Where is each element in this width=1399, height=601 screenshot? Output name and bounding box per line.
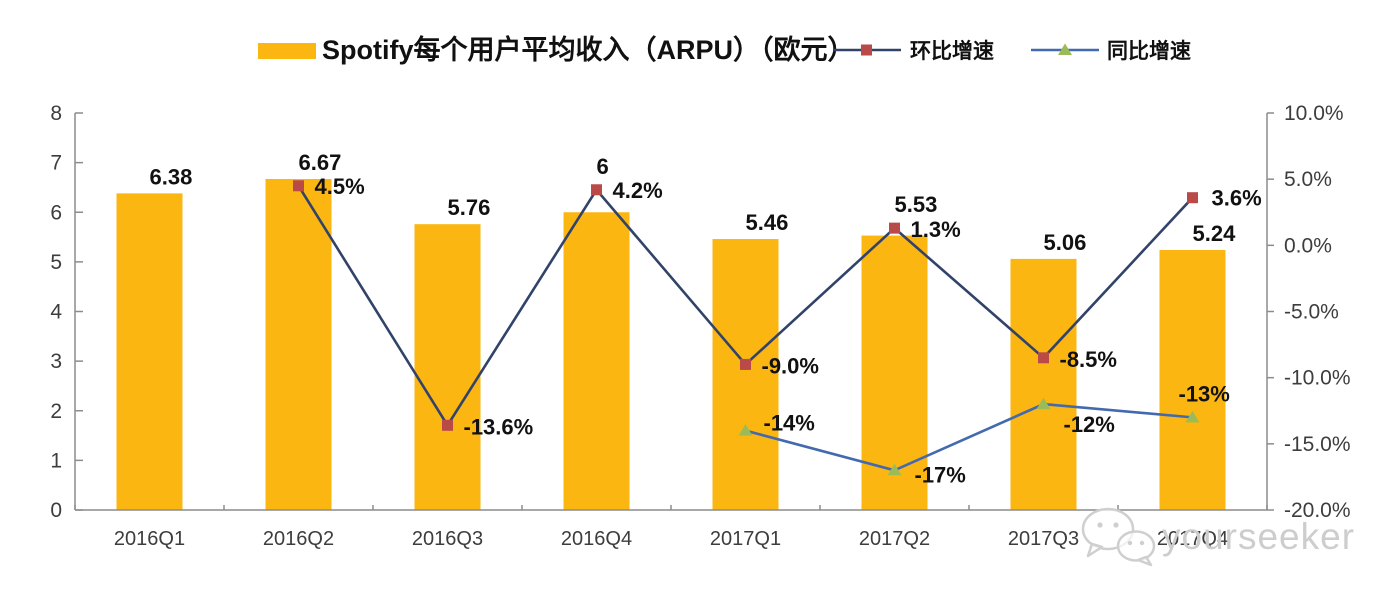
x-axis-label: 2016Q3 bbox=[412, 528, 483, 550]
left-axis-tick-label: 7 bbox=[50, 152, 62, 175]
legend-label-arpu: Spotify每个用户平均收入（ARPU）（欧元） bbox=[322, 34, 855, 65]
qoq-value-label: -9.0% bbox=[762, 353, 819, 378]
qoq-marker bbox=[591, 184, 602, 196]
qoq-value-label: 3.6% bbox=[1212, 186, 1262, 211]
arpu-bar bbox=[116, 193, 183, 510]
arpu-bar bbox=[1159, 249, 1226, 510]
qoq-marker bbox=[740, 358, 751, 370]
yoy-value-label: -12% bbox=[1064, 412, 1115, 437]
bar-value-label: 5.06 bbox=[1044, 230, 1087, 255]
legend-yoy-marker bbox=[1058, 43, 1072, 55]
x-axis-label: 2017Q3 bbox=[1008, 528, 1079, 550]
yoy-marker bbox=[1185, 410, 1200, 423]
yoy-marker bbox=[738, 424, 753, 436]
qoq-marker bbox=[293, 180, 304, 192]
right-axis-tick-label: 5.0% bbox=[1284, 168, 1332, 191]
legend-label-qoq: 环比增速 bbox=[910, 39, 994, 63]
right-axis-tick-label: -20.0% bbox=[1284, 499, 1351, 522]
arpu-bar bbox=[712, 239, 779, 511]
bar-value-label: 5.53 bbox=[895, 192, 938, 217]
arpu-bar bbox=[265, 179, 332, 510]
bar-value-label: 5.24 bbox=[1193, 221, 1237, 246]
x-axis-label: 2016Q1 bbox=[114, 528, 185, 550]
qoq-marker bbox=[1038, 352, 1049, 364]
x-axis-label: 2016Q4 bbox=[561, 528, 632, 550]
left-axis-tick-label: 2 bbox=[50, 400, 62, 423]
yoy-value-label: -14% bbox=[764, 411, 815, 436]
right-axis-tick-label: 10.0% bbox=[1284, 102, 1344, 125]
yoy-value-label: -17% bbox=[915, 462, 966, 487]
left-axis-tick-label: 1 bbox=[50, 449, 62, 472]
left-axis-tick-label: 4 bbox=[50, 301, 62, 324]
yoy-value-label: -13% bbox=[1179, 381, 1230, 406]
yoy-marker bbox=[887, 463, 902, 476]
right-axis-tick-label: 0.0% bbox=[1284, 234, 1332, 257]
bar-value-label: 5.76 bbox=[448, 195, 491, 220]
qoq-marker bbox=[442, 419, 453, 431]
left-axis-tick-label: 0 bbox=[50, 499, 62, 522]
bar-value-label: 6.67 bbox=[299, 150, 342, 175]
x-axis-label: 2017Q2 bbox=[859, 528, 930, 550]
bar-value-label: 5.46 bbox=[746, 210, 789, 235]
bar-value-label: 6.38 bbox=[150, 164, 193, 189]
yoy-line bbox=[745, 402, 1193, 472]
qoq-value-label: 4.5% bbox=[315, 174, 365, 199]
x-axis-label: 2017Q1 bbox=[710, 528, 781, 550]
x-axis-label: 2017Q4 bbox=[1157, 528, 1228, 550]
bar-value-label: 6 bbox=[597, 154, 609, 179]
arpu-bar bbox=[414, 224, 481, 510]
legend-label-yoy: 同比增速 bbox=[1107, 39, 1191, 63]
qoq-marker bbox=[889, 222, 900, 234]
right-axis-tick-label: -15.0% bbox=[1284, 433, 1351, 456]
qoq-value-label: 4.2% bbox=[613, 178, 663, 203]
legend-qoq-marker bbox=[861, 44, 872, 56]
left-axis-tick-label: 5 bbox=[50, 251, 62, 274]
left-axis-tick-label: 3 bbox=[50, 350, 62, 373]
right-axis-tick-label: -5.0% bbox=[1284, 301, 1339, 324]
qoq-marker bbox=[1187, 192, 1198, 204]
qoq-value-label: -13.6% bbox=[464, 414, 534, 439]
right-axis-tick-label: -10.0% bbox=[1284, 367, 1351, 390]
qoq-value-label: -8.5% bbox=[1060, 347, 1117, 372]
legend-bar-swatch bbox=[258, 43, 316, 59]
yoy-marker bbox=[1036, 397, 1051, 410]
x-axis-label: 2016Q2 bbox=[263, 528, 334, 550]
qoq-value-label: 1.3% bbox=[911, 217, 961, 242]
left-axis-tick-label: 6 bbox=[50, 201, 62, 224]
arpu-bar bbox=[1010, 258, 1077, 510]
arpu-bar bbox=[563, 212, 630, 510]
left-axis-tick-label: 8 bbox=[50, 102, 62, 125]
